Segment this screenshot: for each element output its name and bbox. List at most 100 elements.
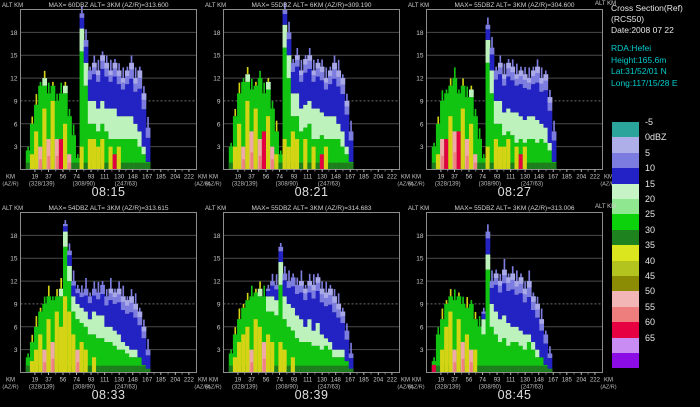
dbz-swatch <box>612 199 639 215</box>
x-tick-label: 56 <box>263 175 270 181</box>
alt-tick-label: 18 <box>10 233 18 240</box>
panel-header: MAX= 55DBZ ALT= 6KM (AZ/R)=309.190 <box>251 2 371 9</box>
x-tick-label: 74 <box>276 378 283 384</box>
x-tick-label: 204 <box>576 378 587 384</box>
x-tick-label: 130 <box>114 175 125 181</box>
plot-border <box>223 9 400 170</box>
panel-plot: 18 15 12 9 6 3 19 37 56 74 93 111 130 148 167 185 204 222… <box>205 2 414 199</box>
azr-annotation: (308/90) <box>73 385 95 391</box>
alt-axis-title: ALT KM <box>2 206 23 212</box>
panel-plot: 18 15 12 9 6 3 19 37 56 74 93 111 130 148 167 185 204 222… <box>408 2 617 199</box>
x-tick-label: 93 <box>291 378 298 384</box>
panel-header: MAX= 55DBZ ALT= 3KM (AZ/R)=314.683 <box>251 205 371 212</box>
x-tick-label: 19 <box>32 175 39 181</box>
azr-annotation: (328/139) <box>29 182 55 188</box>
azr-annotation: (308/90) <box>479 182 501 188</box>
alt-tick-label: 12 <box>10 76 18 83</box>
azr-annotation: (308/90) <box>73 182 95 188</box>
x-tick-label: 185 <box>156 175 167 181</box>
plot-border <box>223 212 400 373</box>
x-tick-label: 130 <box>520 175 531 181</box>
x-tick-label: 167 <box>142 175 153 181</box>
alt-tick-label: 9 <box>14 301 18 308</box>
azr-annotation: (328/139) <box>232 182 258 188</box>
x-axis-azr-unit: (AZ/R) <box>408 182 424 188</box>
dbz-scale-label: 25 <box>645 209 656 220</box>
azr-annotation: (328/139) <box>435 182 461 188</box>
x-axis-azr-unit: (AZ/R) <box>397 385 413 391</box>
x-tick-label: 204 <box>373 378 384 384</box>
panels-grid: 18 15 12 9 6 3 19 37 56 74 93 111 130 148 167 185 204 222… <box>2 2 617 402</box>
alt-tick-label: 6 <box>217 324 221 331</box>
azr-annotation: (328/139) <box>29 385 55 391</box>
x-tick-label: 93 <box>291 175 298 181</box>
time-label: 08:15 <box>92 185 126 199</box>
x-tick-label: 185 <box>562 378 573 384</box>
time-label: 08:27 <box>498 185 532 199</box>
x-tick-label: 148 <box>534 378 545 384</box>
product-title: Cross Section(Ref) <box>611 3 683 13</box>
panel-header: MAX= 55DBZ ALT= 3KM (AZ/R)=304.600 <box>454 2 574 9</box>
x-tick-label: 130 <box>520 378 531 384</box>
dbz-scale-label: 60 <box>645 317 656 328</box>
azr-annotation: (308/90) <box>479 385 501 391</box>
x-tick-label: 111 <box>100 175 110 181</box>
alt-tick-label: 9 <box>420 98 424 105</box>
x-tick-label: 93 <box>494 175 501 181</box>
azr-annotation: (247/63) <box>521 182 543 188</box>
alt-tick-label: 6 <box>14 121 18 128</box>
x-tick-label: 111 <box>100 378 110 384</box>
x-axis: 19 37 56 74 93 111 130 148 167 185 204 222 (328/139)… <box>2 169 211 188</box>
x-tick-label: 74 <box>73 175 80 181</box>
dbz-swatch <box>612 353 639 369</box>
alt-tick-label: 9 <box>217 98 221 105</box>
alt-tick-label: 9 <box>217 301 221 308</box>
plot-border <box>426 9 603 170</box>
dbz-swatch <box>612 291 639 307</box>
x-axis-unit-right: KM <box>401 378 410 384</box>
azr-annotation: (247/63) <box>115 385 137 391</box>
x-tick-label: 185 <box>156 378 167 384</box>
dbz-swatch <box>612 337 639 353</box>
alt-tick-label: 12 <box>213 76 221 83</box>
x-axis-unit-right: KM <box>198 175 207 181</box>
azr-annotation: (247/63) <box>318 385 340 391</box>
time-label: 08:39 <box>295 388 329 402</box>
x-axis: 19 37 56 74 93 111 130 148 167 185 204 222 (328/139)… <box>2 372 211 391</box>
x-tick-label: 93 <box>88 175 95 181</box>
alt-axis-title-right: ALT KM <box>595 204 617 210</box>
time-label: 08:33 <box>92 388 126 402</box>
azr-annotation: (308/90) <box>276 182 298 188</box>
x-axis-azr-unit: (AZ/R) <box>194 385 210 391</box>
alt-tick-label: 12 <box>416 279 424 286</box>
x-tick-label: 19 <box>235 378 242 384</box>
azr-annotation: (328/139) <box>232 385 258 391</box>
alt-tick-label: 15 <box>416 256 424 263</box>
product-code: (RCS50) <box>611 14 645 24</box>
dbz-scale-label: 40 <box>645 255 656 266</box>
dbz-scale-label: 10 <box>645 163 656 174</box>
alt-tick-label: 18 <box>416 233 424 240</box>
dbz-swatch <box>612 245 639 261</box>
x-axis-unit-right: KM <box>604 175 613 181</box>
alt-axis-title-right: ALT KM <box>595 1 617 7</box>
info-sidebar: Cross Section(Ref) (RCS50) Date:2008 07 … <box>609 0 700 407</box>
x-tick-label: 37 <box>248 378 255 384</box>
azr-annotation: (247/63) <box>521 385 543 391</box>
x-tick-label: 111 <box>303 175 313 181</box>
x-tick-label: 167 <box>345 378 356 384</box>
alt-tick-label: 6 <box>420 324 424 331</box>
alt-tick-label: 9 <box>14 98 18 105</box>
x-tick-label: 74 <box>479 378 486 384</box>
x-tick-label: 19 <box>438 378 445 384</box>
alt-tick-label: 12 <box>416 76 424 83</box>
x-tick-label: 222 <box>590 378 601 384</box>
x-axis-unit-left: KM <box>6 378 15 384</box>
x-axis-azr-unit: (AZ/R) <box>397 182 413 188</box>
x-tick-label: 167 <box>548 175 559 181</box>
dbz-swatch <box>612 137 639 153</box>
panel-header: MAX= 60DBZ ALT= 3KM (AZ/R)=313.600 <box>48 2 168 9</box>
rda-longitude: Long:117/15/28 E <box>611 77 678 88</box>
dbz-swatch <box>612 229 639 246</box>
x-tick-label: 148 <box>331 378 342 384</box>
